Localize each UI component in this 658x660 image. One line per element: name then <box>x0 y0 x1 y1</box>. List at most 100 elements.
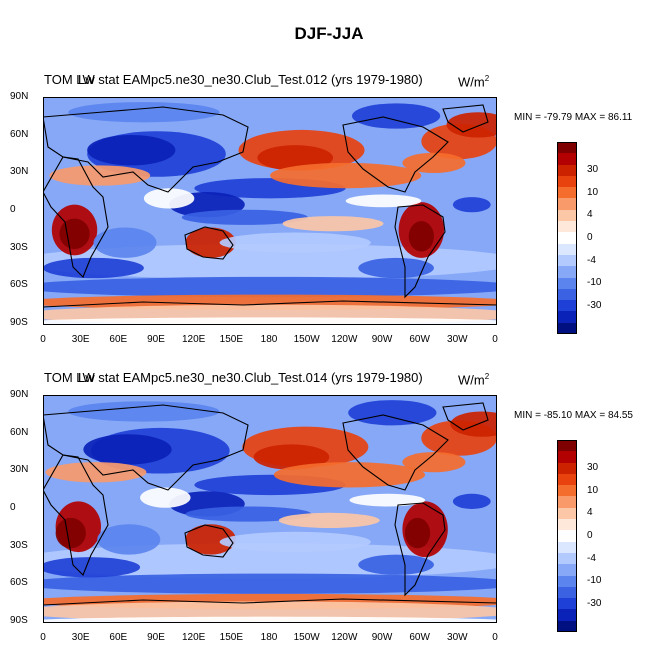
colorbar-swatch <box>557 530 577 542</box>
colorbar-label: -30 <box>587 299 602 311</box>
colorbar-swatch <box>557 322 577 335</box>
lat-tick-label: 60S <box>10 279 28 291</box>
colorbar-swatch <box>557 473 577 486</box>
colorbar-swatch <box>557 221 577 233</box>
lon-tick-label: 90W <box>371 334 393 345</box>
lon-tick-label: 30W <box>447 632 468 643</box>
lon-tick-label: 180 <box>260 632 278 643</box>
colorbar-swatch <box>557 288 577 301</box>
panel-1-colorbar <box>557 142 577 335</box>
panel-1-max: MAX = 86.11 <box>574 112 633 123</box>
lat-tick-label: 90S <box>10 317 28 328</box>
colorbar-swatch <box>557 266 577 278</box>
panel-2-max: MAX = 84.55 <box>574 410 633 421</box>
colorbar-swatch <box>557 485 577 497</box>
panel-2-map <box>43 395 497 623</box>
lat-tick-label: 90N <box>10 389 29 400</box>
colorbar-swatch <box>557 311 577 323</box>
lon-tick-label: 0 <box>492 334 498 345</box>
lon-tick-label: 0 <box>492 632 498 643</box>
lon-tick-label: 0 <box>40 334 46 345</box>
colorbar-swatch <box>557 552 577 565</box>
panel-2-title-overlap: Lw stat EAMpc5.ne30_ne30.Club_Test.014 (… <box>78 370 423 385</box>
panel-2-units: W/m2 <box>458 372 489 387</box>
lon-tick-label: 150W <box>293 632 320 643</box>
panel-2-title-left: TOM LW <box>44 370 95 385</box>
colorbar-swatch <box>557 175 577 188</box>
colorbar-swatch <box>557 575 577 587</box>
colorbar-label: 10 <box>587 484 599 496</box>
lat-tick-label: 30S <box>10 539 28 551</box>
lon-tick-label: 30W <box>447 334 468 345</box>
lat-tick-label: 30N <box>10 166 29 178</box>
colorbar-swatch <box>557 519 577 531</box>
colorbar-label: -30 <box>587 597 602 609</box>
colorbar-swatch <box>557 586 577 599</box>
lon-tick-label: 150E <box>219 632 244 643</box>
lat-tick-label: 0 <box>10 502 16 513</box>
lat-tick-label: 30S <box>10 241 28 253</box>
colorbar-swatch <box>557 496 577 508</box>
panel-2: TOM LW Lw stat EAMpc5.ne30_ne30.Club_Tes… <box>0 370 658 660</box>
colorbar-swatch <box>557 564 577 576</box>
lat-tick-label: 30N <box>10 464 29 476</box>
lat-tick-label: 90S <box>10 615 28 626</box>
lon-tick-label: 60W <box>409 334 430 345</box>
lat-tick-label: 90N <box>10 91 29 102</box>
panel-2-units-text: W/m <box>458 372 485 388</box>
panel-1: TOM LW Lw stat EAMpc5.ne30_ne30.Club_Tes… <box>0 72 658 362</box>
colorbar-label: -10 <box>587 277 602 289</box>
colorbar-swatch <box>557 300 577 312</box>
field-map <box>43 97 497 325</box>
lon-tick-label: 0 <box>40 632 46 643</box>
colorbar-label: 0 <box>587 232 593 244</box>
colorbar-label: -10 <box>587 575 602 587</box>
colorbar-swatch <box>557 541 577 553</box>
lon-tick-label: 30E <box>71 632 90 643</box>
panel-2-units-sup: 2 <box>484 372 490 381</box>
lon-tick-label: 120E <box>181 632 206 643</box>
lat-tick-label: 60N <box>10 128 29 140</box>
lon-tick-label: 60E <box>109 632 128 643</box>
colorbar-label: 0 <box>587 530 593 542</box>
figure-title: DJF-JJA <box>294 24 364 43</box>
colorbar-swatch <box>557 507 577 520</box>
colorbar-swatch <box>557 187 577 199</box>
colorbar-label: 4 <box>587 507 593 519</box>
lon-tick-label: 90W <box>371 632 393 643</box>
colorbar-swatch <box>557 232 577 244</box>
panel-1-minmax: MIN = -79.79 MAX = 86.11 <box>514 112 632 123</box>
panel-1-title: TOM LW Lw stat EAMpc5.ne30_ne30.Club_Tes… <box>44 72 423 87</box>
lon-tick-label: 150E <box>219 334 244 345</box>
colorbar-label: 30 <box>587 462 599 474</box>
panel-1-min: MIN = -79.79 <box>514 112 573 123</box>
lat-tick-label: 60N <box>10 426 29 438</box>
colorbar-swatch <box>557 598 577 610</box>
colorbar-swatch <box>557 153 577 165</box>
panel-2-title: TOM LW Lw stat EAMpc5.ne30_ne30.Club_Tes… <box>44 370 423 385</box>
panel-1-units: W/m2 <box>458 74 489 89</box>
panel-2-min: MIN = -85.10 <box>514 410 573 421</box>
lon-tick-label: 150W <box>293 334 320 345</box>
panel-1-map <box>43 97 497 325</box>
lon-tick-label: 120E <box>181 334 206 345</box>
colorbar-label: -4 <box>587 254 596 266</box>
colorbar-swatch <box>557 254 577 267</box>
lon-tick-label: 30E <box>71 334 90 345</box>
panel-2-colorbar <box>557 440 577 633</box>
lon-tick-label: 90E <box>147 334 165 345</box>
lat-tick-label: 60S <box>10 577 28 589</box>
lon-tick-label: 120W <box>331 334 358 345</box>
colorbar-label: -4 <box>587 552 596 564</box>
colorbar-label: 4 <box>587 209 593 221</box>
lat-tick-label: 0 <box>10 204 16 215</box>
colorbar-swatch <box>557 609 577 621</box>
lon-tick-label: 60E <box>109 334 128 345</box>
colorbar-swatch <box>557 451 577 463</box>
colorbar-swatch <box>557 462 577 474</box>
colorbar-swatch <box>557 209 577 222</box>
colorbar-swatch <box>557 164 577 176</box>
panel-1-title-overlap: Lw stat EAMpc5.ne30_ne30.Club_Test.012 (… <box>78 72 423 87</box>
colorbar-swatch <box>557 243 577 255</box>
panel-1-units-text: W/m <box>458 74 485 90</box>
